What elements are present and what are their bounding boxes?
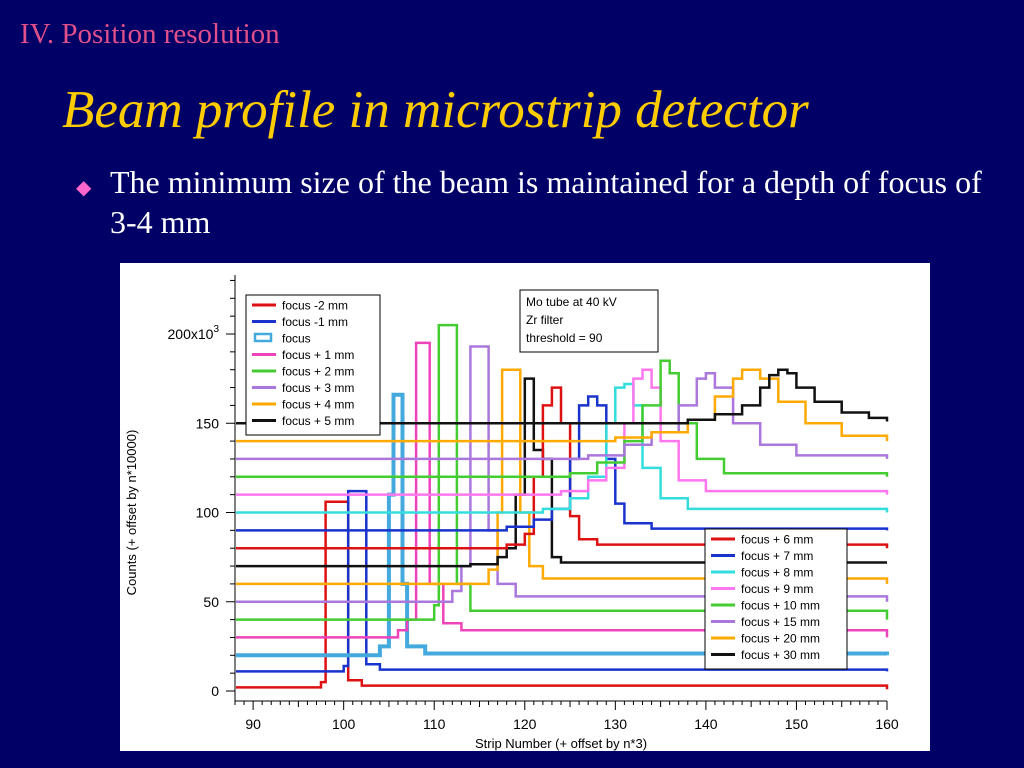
series-line-6 xyxy=(236,368,889,586)
y-tick-label: 0 xyxy=(211,683,219,699)
series-line-9 xyxy=(236,395,889,532)
legend-label: focus + 10 mm xyxy=(741,599,820,613)
annotation-box xyxy=(519,289,659,353)
legend-bottom xyxy=(704,528,848,670)
legend-label: focus + 3 mm xyxy=(282,381,354,395)
annotation-text: threshold = 90 xyxy=(526,331,603,345)
series-line-0 xyxy=(236,500,889,690)
section-heading: IV. Position resolution xyxy=(20,18,280,50)
legend-label: focus + 20 mm xyxy=(741,632,820,646)
x-tick-label: 110 xyxy=(423,716,446,732)
annotation-text: Mo tube at 40 kV xyxy=(526,295,617,309)
x-tick-label: 150 xyxy=(785,716,809,732)
x-tick-label: 140 xyxy=(694,716,718,732)
x-axis-label: Strip Number (+ offset by n*3) xyxy=(475,736,647,751)
y-tick-label: 50 xyxy=(203,594,219,610)
bullet-diamond-icon: ◆ xyxy=(76,177,92,199)
x-tick-label: 90 xyxy=(245,716,261,732)
bullet-text: The minimum size of the beam is maintain… xyxy=(110,164,982,240)
series-line-7 xyxy=(236,377,887,568)
legend-label: focus xyxy=(282,332,311,346)
x-tick-label: 130 xyxy=(604,716,628,732)
chart-panel: 90 100 110 120 130 140 150 160 0 50 100 150 200x103 S… xyxy=(120,263,930,751)
legend-label: focus + 4 mm xyxy=(282,398,354,412)
legend-label: focus + 9 mm xyxy=(741,582,813,596)
series-line-12 xyxy=(236,359,889,479)
annotation-text: Zr filter xyxy=(526,313,563,327)
slide-title: Beam profile in microstrip detector xyxy=(62,81,809,139)
x-tick-label: 120 xyxy=(513,716,537,732)
y-tick-label: 150 xyxy=(196,415,220,431)
legend-label: focus + 7 mm xyxy=(741,549,813,563)
legend-label: focus -2 mm xyxy=(282,299,348,313)
series-line-10 xyxy=(236,382,889,514)
series-line-15 xyxy=(236,368,889,425)
legend-swatch xyxy=(253,332,273,343)
legend-label: focus -1 mm xyxy=(282,315,348,329)
legend-label: focus + 30 mm xyxy=(741,648,820,662)
legend-label: focus + 15 mm xyxy=(741,615,820,629)
series-line-5 xyxy=(236,345,889,604)
series-line-1 xyxy=(236,489,889,673)
x-tick-label: 100 xyxy=(332,716,356,732)
legend-label: focus + 6 mm xyxy=(741,533,813,547)
legend-label: focus + 2 mm xyxy=(282,365,354,379)
legend-label: focus + 1 mm xyxy=(282,348,354,362)
y-tick-label: 100 xyxy=(196,505,220,521)
legend-label: focus + 8 mm xyxy=(741,566,813,580)
y-tick-label: 200x103 xyxy=(168,324,220,342)
series-line-3 xyxy=(236,341,889,639)
series-line-13 xyxy=(236,372,889,461)
legend-top xyxy=(245,294,381,436)
x-tick-label: 160 xyxy=(875,716,899,732)
legend-label: focus + 5 mm xyxy=(282,414,354,428)
series-line-11 xyxy=(236,368,889,496)
series-line-8 xyxy=(236,386,889,550)
series-line-4 xyxy=(236,323,889,621)
series-line-2 xyxy=(236,392,889,658)
beam-profile-chart: 90 100 110 120 130 140 150 160 0 50 100 150 200x103 S… xyxy=(124,275,899,751)
y-axis-label: Counts (+ offset by n*10000) xyxy=(124,430,139,596)
series-line-14 xyxy=(236,368,889,443)
